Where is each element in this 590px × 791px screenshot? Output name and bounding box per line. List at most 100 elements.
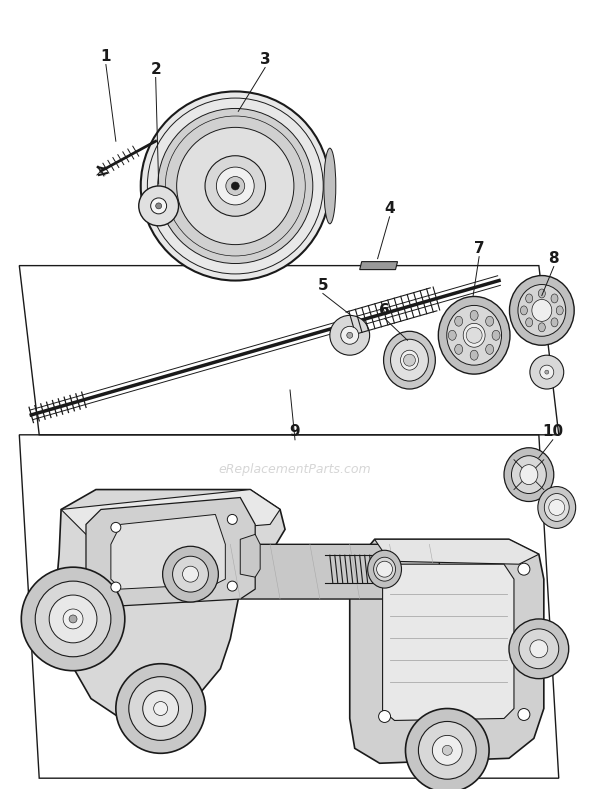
Circle shape [341,327,359,344]
Ellipse shape [486,316,494,326]
Circle shape [63,609,83,629]
Circle shape [141,92,330,281]
Circle shape [540,365,554,379]
Text: 4: 4 [384,202,395,217]
Circle shape [518,563,530,575]
Circle shape [379,566,391,577]
Circle shape [49,595,97,643]
Circle shape [231,182,240,190]
Circle shape [205,156,266,216]
Text: 2: 2 [150,62,161,77]
Circle shape [519,629,559,668]
Circle shape [518,709,530,721]
Circle shape [549,499,565,516]
Ellipse shape [470,350,478,360]
Ellipse shape [492,331,500,340]
Ellipse shape [401,350,418,370]
Polygon shape [382,564,514,721]
Circle shape [442,745,453,755]
Circle shape [466,327,482,343]
Ellipse shape [526,294,533,303]
Circle shape [158,108,313,263]
Circle shape [405,709,489,791]
Polygon shape [230,544,440,599]
Circle shape [530,640,548,658]
Polygon shape [375,539,539,564]
Circle shape [530,355,563,389]
Ellipse shape [526,318,533,327]
Ellipse shape [551,318,558,327]
Text: 3: 3 [260,52,270,67]
Circle shape [418,721,476,779]
Circle shape [226,176,245,195]
Circle shape [69,615,77,623]
Polygon shape [240,535,260,577]
Circle shape [35,581,111,657]
Text: 9: 9 [290,424,300,439]
Circle shape [21,567,125,671]
Ellipse shape [470,310,478,320]
Circle shape [347,332,353,339]
Circle shape [545,370,549,374]
Ellipse shape [512,456,546,494]
Ellipse shape [368,551,402,588]
Circle shape [153,702,168,716]
Text: 10: 10 [542,424,563,439]
Text: 5: 5 [317,278,328,293]
Circle shape [217,167,254,205]
Circle shape [376,562,392,577]
Circle shape [227,514,237,524]
Text: 8: 8 [549,252,559,266]
Polygon shape [86,498,255,607]
Ellipse shape [391,339,428,381]
Text: 6: 6 [379,303,390,318]
Circle shape [156,203,162,209]
Polygon shape [56,490,285,718]
Ellipse shape [486,344,494,354]
Ellipse shape [504,448,554,501]
Ellipse shape [384,331,435,389]
Ellipse shape [538,486,576,528]
Ellipse shape [545,494,569,521]
Circle shape [404,354,415,366]
Ellipse shape [373,557,395,581]
Circle shape [139,186,179,225]
Circle shape [182,566,198,582]
Polygon shape [111,514,225,589]
Ellipse shape [463,324,485,347]
Circle shape [509,619,569,679]
Circle shape [330,316,370,355]
Ellipse shape [532,300,552,321]
Ellipse shape [551,294,558,303]
Text: eReplacementParts.com: eReplacementParts.com [219,464,371,476]
Text: 1: 1 [101,49,111,64]
Ellipse shape [324,148,336,224]
Circle shape [379,710,391,722]
Circle shape [176,127,294,244]
Circle shape [111,522,121,532]
Circle shape [143,691,179,726]
Ellipse shape [518,285,566,336]
Text: 7: 7 [474,241,484,256]
Ellipse shape [455,316,463,326]
Circle shape [111,582,121,592]
Ellipse shape [538,323,545,331]
Ellipse shape [556,306,563,315]
Circle shape [173,556,208,592]
Polygon shape [360,262,398,270]
Circle shape [150,198,166,214]
Ellipse shape [520,306,527,315]
Polygon shape [350,539,544,763]
Ellipse shape [510,275,574,345]
Circle shape [163,547,218,602]
Ellipse shape [538,289,545,298]
Circle shape [116,664,205,753]
Ellipse shape [448,331,456,340]
Polygon shape [61,490,280,539]
Ellipse shape [447,305,502,365]
Circle shape [129,676,192,740]
Ellipse shape [438,297,510,374]
Circle shape [432,736,462,765]
Ellipse shape [455,344,463,354]
Circle shape [227,581,237,591]
